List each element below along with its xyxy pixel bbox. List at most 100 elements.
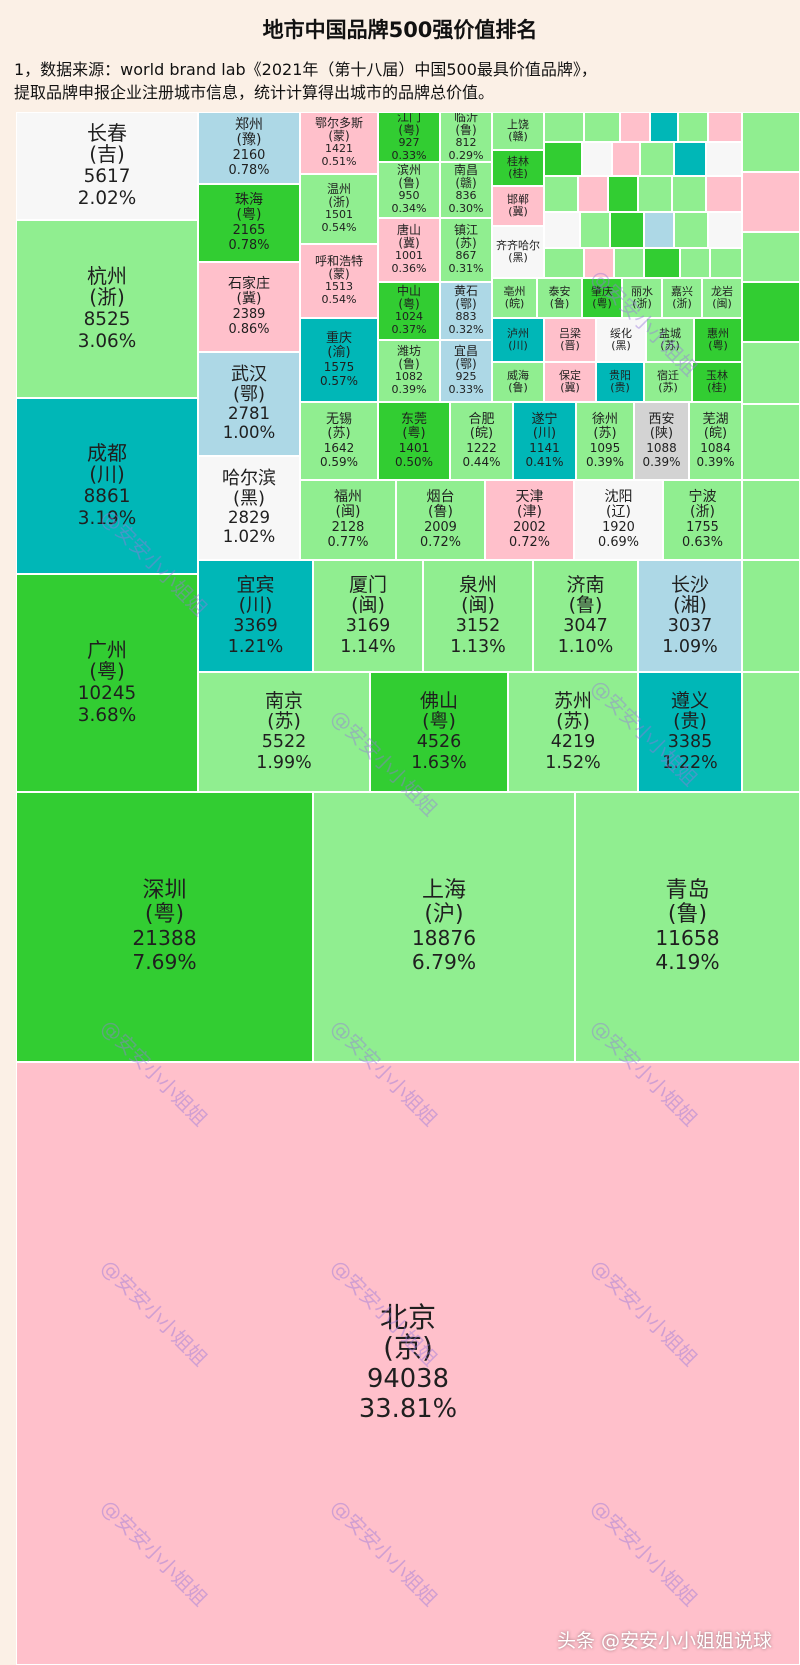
treemap-cell: 成都 (川) 8861 3.19%: [16, 398, 198, 574]
cell-province-label: (黑): [232, 487, 266, 509]
cell-province-label: (鲁): [568, 594, 603, 617]
cell-city-label: 玉林: [706, 369, 728, 383]
cell-value-label: 3369: [233, 616, 278, 636]
cell-province-label: (苏): [455, 236, 477, 251]
cell-value-label: 925: [455, 370, 477, 383]
cell-value-label: 927: [398, 136, 420, 149]
cell-city-label: 郑州: [235, 116, 263, 133]
treemap-cell: 邯郸 (冀): [492, 186, 544, 226]
minor-city-tile: [584, 112, 620, 142]
cell-value-label: 1024: [394, 310, 424, 323]
cell-city-label: 宁波: [688, 488, 717, 505]
cell-city-label: 潍坊: [396, 344, 421, 359]
minor-city-tile: [578, 176, 608, 212]
cell-value-label: 1001: [394, 249, 424, 262]
minor-city-tile: [610, 212, 644, 248]
treemap-chart: 北京 (京) 94038 33.81% 深圳 (粤) 21388 7.69% 上海 (沪) 1887…: [16, 112, 800, 1665]
cell-province-label: (闽): [712, 297, 732, 310]
minor-city-tile: [742, 342, 800, 404]
cell-city-label: 厦门: [348, 573, 387, 596]
treemap-cell: 北京 (京) 94038 33.81%: [16, 1062, 800, 1665]
minor-city-tile: [544, 212, 580, 248]
cell-city-label: 福州: [334, 488, 362, 505]
cell-share-label: 6.79%: [411, 949, 477, 974]
treemap-cell: 嘉兴 (浙): [662, 278, 702, 318]
treemap-cell: 厦门 (闽) 3169 1.14%: [313, 560, 423, 672]
treemap-cell: 济南 (鲁) 3047 1.10%: [533, 560, 638, 672]
treemap-cell: 滨州 (鲁) 950 0.34%: [378, 162, 440, 218]
cell-city-label: 龙岩: [711, 285, 733, 299]
cell-city-label: 嘉兴: [671, 285, 693, 299]
cell-city-label: 镇江: [453, 223, 478, 238]
cell-value-label: 1401: [398, 441, 430, 455]
minor-city-tile: [674, 212, 708, 248]
cell-province-label: (鄂): [232, 383, 266, 405]
minor-city-tile: [678, 112, 708, 142]
cell-share-label: 0.54%: [321, 220, 357, 234]
treemap-cell: 无锡 (苏) 1642 0.59%: [300, 402, 378, 480]
cell-value-label: 2128: [331, 520, 365, 535]
treemap-cell: 宜昌 (鄂) 925 0.33%: [440, 340, 492, 402]
treemap-cell: 贵阳 (贵): [596, 362, 644, 402]
cell-province-label: (浙): [328, 195, 350, 210]
cell-share-label: 1.22%: [662, 752, 718, 773]
cell-value-label: 21388: [132, 926, 197, 950]
cell-value-label: 2829: [227, 508, 271, 527]
treemap-cell: 吕梁 (晋): [544, 318, 596, 362]
cell-province-label: (赣): [455, 176, 477, 191]
cell-province-label: (鲁): [398, 357, 420, 372]
cell-share-label: 1.09%: [662, 636, 718, 657]
cell-city-label: 烟台: [426, 488, 455, 505]
cell-province-label: (苏): [660, 339, 680, 352]
treemap-cell: 广州 (粤) 10245 3.68%: [16, 574, 198, 792]
cell-city-label: 贵阳: [609, 369, 631, 383]
minor-city-tile: [680, 248, 710, 278]
cell-share-label: 1.13%: [450, 636, 506, 657]
cell-share-label: 0.33%: [391, 148, 427, 162]
cell-value-label: 836: [455, 189, 477, 202]
cell-value-label: 1755: [686, 520, 719, 535]
cell-share-label: 2.02%: [77, 187, 137, 209]
cell-share-label: 0.34%: [391, 201, 427, 215]
cell-value-label: 1088: [646, 441, 677, 455]
cell-city-label: 合肥: [468, 411, 495, 427]
cell-share-label: 0.39%: [642, 455, 681, 470]
cell-city-label: 芜湖: [702, 411, 729, 427]
cell-share-label: 0.86%: [228, 322, 270, 338]
cell-province-label: (粤): [422, 710, 456, 733]
cell-city-label: 泉州: [458, 573, 497, 596]
cell-city-label: 唐山: [396, 223, 421, 238]
minor-city-tile: [584, 248, 614, 278]
cell-city-label: 上海: [421, 878, 466, 904]
data-source-note: 1，数据来源：world brand lab《2021年（第十八届）中国500最…: [14, 58, 789, 104]
cell-city-label: 宜宾: [236, 573, 275, 596]
treemap-cell: 泸州 (川): [492, 318, 544, 362]
cell-city-label: 鄂尔多斯: [314, 116, 363, 131]
cell-province-label: (鄂): [455, 297, 477, 312]
cell-value-label: 10245: [77, 683, 137, 704]
treemap-cell: 烟台 (鲁) 2009 0.72%: [396, 480, 485, 560]
cell-province-label: (陕): [649, 425, 674, 441]
treemap-cell: 保定 (冀): [544, 362, 596, 402]
cell-province-label: (粤): [402, 425, 426, 441]
cell-city-label: 上饶: [507, 118, 529, 132]
treemap-cell: 亳州 (皖): [492, 278, 537, 318]
cell-share-label: 0.59%: [320, 455, 358, 470]
cell-province-label: (鲁): [508, 381, 528, 394]
treemap-cell: 泉州 (闽) 3152 1.13%: [423, 560, 533, 672]
cell-share-label: 3.06%: [77, 330, 137, 352]
treemap-cell: 泰安 (鲁): [537, 278, 582, 318]
cell-city-label: 南昌: [453, 163, 478, 178]
cell-city-label: 绥化: [610, 327, 632, 341]
cell-province-label: (沪): [424, 902, 464, 928]
cell-province-label: (闽): [351, 594, 385, 617]
cell-share-label: 1.63%: [411, 752, 467, 773]
footer-credit: 头条 @安安小小姐姐说球: [556, 1630, 772, 1652]
cell-city-label: 杭州: [87, 263, 127, 288]
treemap-cell: 桂林 (桂): [492, 150, 544, 186]
cell-province-label: (贵): [673, 710, 707, 733]
cell-city-label: 无锡: [325, 411, 352, 427]
cell-province-label: (黑): [611, 339, 631, 352]
treemap-cell: 威海 (鲁): [492, 362, 544, 402]
cell-city-label: 温州: [326, 182, 351, 197]
